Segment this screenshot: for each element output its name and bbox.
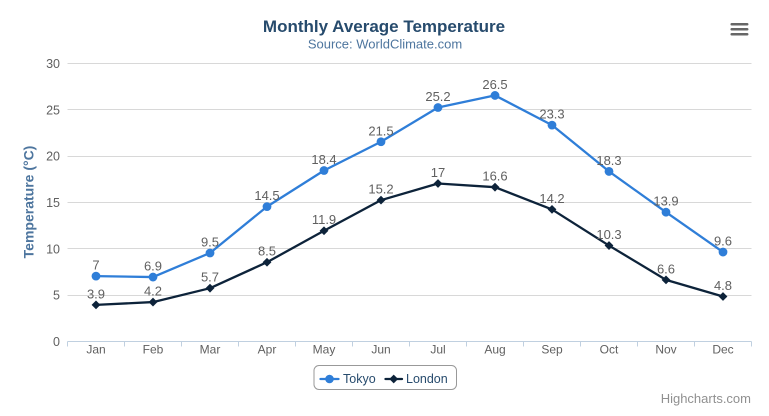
svg-text:5.7: 5.7 <box>201 270 219 285</box>
svg-text:Feb: Feb <box>143 343 164 357</box>
svg-text:London: London <box>406 372 448 386</box>
svg-text:Nov: Nov <box>655 343 676 357</box>
svg-text:5: 5 <box>53 289 60 303</box>
svg-text:Jul: Jul <box>430 343 445 357</box>
svg-text:10: 10 <box>46 242 60 256</box>
svg-text:Aug: Aug <box>484 343 505 357</box>
svg-text:18.4: 18.4 <box>311 152 336 167</box>
svg-text:7: 7 <box>92 258 99 273</box>
svg-text:17: 17 <box>431 165 445 180</box>
svg-text:15: 15 <box>46 196 60 210</box>
svg-text:4.2: 4.2 <box>144 284 162 299</box>
svg-text:8.5: 8.5 <box>258 244 276 259</box>
svg-text:25.2: 25.2 <box>425 89 450 104</box>
svg-text:21.5: 21.5 <box>368 123 393 138</box>
svg-text:10.3: 10.3 <box>596 227 621 242</box>
svg-text:Apr: Apr <box>258 343 277 357</box>
svg-text:Jun: Jun <box>371 343 390 357</box>
svg-text:9.6: 9.6 <box>714 234 732 249</box>
svg-text:6.6: 6.6 <box>657 261 675 276</box>
svg-text:Mar: Mar <box>200 343 221 357</box>
svg-text:6.9: 6.9 <box>144 259 162 274</box>
svg-text:14.5: 14.5 <box>254 188 279 203</box>
svg-text:May: May <box>313 343 336 357</box>
svg-text:Dec: Dec <box>712 343 733 357</box>
svg-text:Temperature (°C): Temperature (°C) <box>21 146 37 259</box>
svg-text:9.5: 9.5 <box>201 234 219 249</box>
svg-text:Monthly Average Temperature: Monthly Average Temperature <box>263 17 505 36</box>
svg-text:11.9: 11.9 <box>312 212 336 227</box>
svg-text:14.2: 14.2 <box>539 191 564 206</box>
svg-text:0: 0 <box>53 335 60 349</box>
svg-text:Source: WorldClimate.com: Source: WorldClimate.com <box>308 37 462 52</box>
svg-text:4.8: 4.8 <box>714 278 732 293</box>
svg-text:26.5: 26.5 <box>482 77 507 92</box>
svg-text:3.9: 3.9 <box>87 286 105 301</box>
svg-text:23.3: 23.3 <box>539 107 564 122</box>
svg-text:15.2: 15.2 <box>368 182 393 197</box>
svg-text:25: 25 <box>46 103 60 117</box>
svg-text:20: 20 <box>46 150 60 164</box>
svg-text:Jan: Jan <box>86 343 105 357</box>
svg-text:18.3: 18.3 <box>596 153 621 168</box>
svg-text:Oct: Oct <box>600 343 619 357</box>
svg-text:13.9: 13.9 <box>653 194 678 209</box>
svg-text:Sep: Sep <box>541 343 563 357</box>
svg-text:30: 30 <box>46 57 60 71</box>
svg-text:16.6: 16.6 <box>482 169 507 184</box>
svg-text:Tokyo: Tokyo <box>343 372 376 386</box>
svg-text:Highcharts.com: Highcharts.com <box>661 391 751 406</box>
